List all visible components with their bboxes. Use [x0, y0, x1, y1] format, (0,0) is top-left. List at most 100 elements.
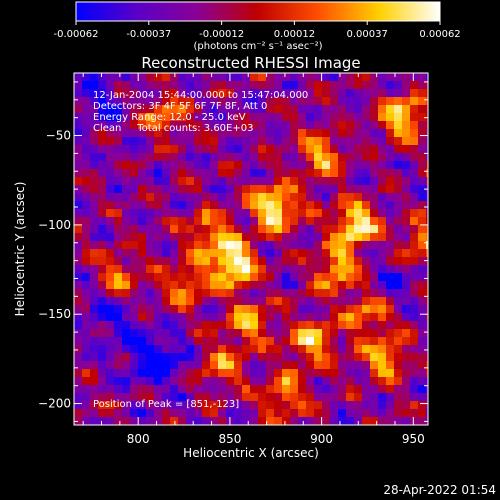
heatmap-cell	[226, 361, 234, 369]
heatmap-cell	[290, 81, 298, 89]
heatmap-cell	[338, 121, 346, 129]
heatmap-cell	[338, 249, 346, 257]
heatmap-cell	[282, 289, 290, 297]
heatmap-cell	[322, 281, 330, 289]
heatmap-cell	[242, 369, 250, 377]
heatmap-cell	[346, 225, 354, 233]
heatmap-cell	[274, 121, 282, 129]
heatmap-cell	[98, 273, 106, 281]
heatmap-cell	[370, 193, 378, 201]
heatmap-cell	[410, 97, 418, 105]
heatmap-cell	[346, 305, 354, 313]
heatmap-cell	[266, 249, 274, 257]
heatmap-cell	[346, 353, 354, 361]
heatmap-cell	[178, 129, 186, 137]
heatmap-cell	[290, 185, 298, 193]
heatmap-cell	[410, 361, 418, 369]
heatmap-cell	[122, 193, 130, 201]
heatmap-cell	[306, 121, 314, 129]
heatmap-cell	[338, 73, 346, 81]
heatmap-cell	[154, 361, 162, 369]
heatmap-cell	[74, 153, 82, 161]
heatmap-cell	[234, 73, 242, 81]
heatmap-cell	[210, 289, 218, 297]
heatmap-cell	[314, 265, 322, 273]
heatmap-cell	[234, 313, 242, 321]
heatmap-cell	[98, 345, 106, 353]
heatmap-cell	[362, 273, 370, 281]
heatmap-cell	[186, 265, 194, 273]
heatmap-cell	[202, 409, 210, 417]
heatmap-cell	[322, 97, 330, 105]
heatmap-cell	[298, 249, 306, 257]
heatmap-cell	[410, 393, 418, 401]
heatmap-cell	[146, 81, 154, 89]
heatmap-cell	[378, 169, 386, 177]
heatmap-cell	[130, 153, 138, 161]
heatmap-cell	[426, 129, 428, 137]
heatmap-cell	[282, 385, 290, 393]
heatmap-cell	[154, 169, 162, 177]
heatmap-cell	[338, 153, 346, 161]
heatmap-cell	[82, 177, 90, 185]
heatmap-cell	[378, 121, 386, 129]
heatmap-cell	[282, 89, 290, 97]
heatmap-cell	[282, 401, 290, 409]
colorbar-tick-label: -0.00012	[199, 29, 244, 40]
heatmap-cell	[122, 217, 130, 225]
heatmap-cell	[282, 369, 290, 377]
heatmap-cell	[154, 161, 162, 169]
heatmap-cell	[242, 265, 250, 273]
heatmap-cell	[402, 265, 410, 273]
heatmap-cell	[410, 297, 418, 305]
heatmap-cell	[330, 81, 338, 89]
heatmap-cell	[154, 153, 162, 161]
heatmap-cell	[338, 201, 346, 209]
heatmap-cell	[386, 393, 394, 401]
heatmap-cell	[394, 345, 402, 353]
heatmap-cell	[410, 225, 418, 233]
heatmap-cell	[378, 137, 386, 145]
heatmap-cell	[210, 409, 218, 417]
heatmap-cell	[386, 193, 394, 201]
heatmap-cell	[258, 369, 266, 377]
heatmap-cell	[290, 393, 298, 401]
heatmap-cell	[82, 249, 90, 257]
heatmap-cell	[82, 121, 90, 129]
heatmap-cell	[218, 289, 226, 297]
heatmap-cell	[218, 281, 226, 289]
heatmap-cell	[250, 337, 258, 345]
heatmap-cell	[418, 409, 426, 417]
heatmap-cell	[194, 241, 202, 249]
heatmap-cell	[170, 73, 178, 81]
heatmap-cell	[146, 241, 154, 249]
heatmap-cell	[298, 177, 306, 185]
heatmap-cell	[218, 417, 226, 425]
heatmap-cell	[290, 345, 298, 353]
heatmap-cell	[322, 73, 330, 81]
heatmap-cell	[386, 121, 394, 129]
heatmap-cell	[202, 273, 210, 281]
heatmap-cell	[298, 113, 306, 121]
heatmap-cell	[186, 321, 194, 329]
heatmap-cell	[170, 209, 178, 217]
heatmap-cell	[218, 393, 226, 401]
heatmap-cell	[194, 89, 202, 97]
colorbar-tick-label: 0.00062	[419, 29, 460, 40]
heatmap-cell	[170, 177, 178, 185]
heatmap-cell	[138, 289, 146, 297]
info-block: 12-Jan-2004 15:44:00.000 to 15:47:04.000…	[93, 90, 308, 134]
heatmap-cell	[74, 129, 82, 137]
heatmap-cell	[386, 217, 394, 225]
heatmap-cell	[290, 297, 298, 305]
heatmap-cell	[242, 201, 250, 209]
heatmap-cell	[82, 377, 90, 385]
heatmap-cell	[394, 393, 402, 401]
heatmap-cell	[234, 369, 242, 377]
heatmap-cell	[298, 129, 306, 137]
heatmap-cell	[298, 185, 306, 193]
heatmap-cell	[266, 241, 274, 249]
heatmap-cell	[106, 137, 114, 145]
heatmap-cell	[338, 329, 346, 337]
heatmap-cell	[138, 385, 146, 393]
